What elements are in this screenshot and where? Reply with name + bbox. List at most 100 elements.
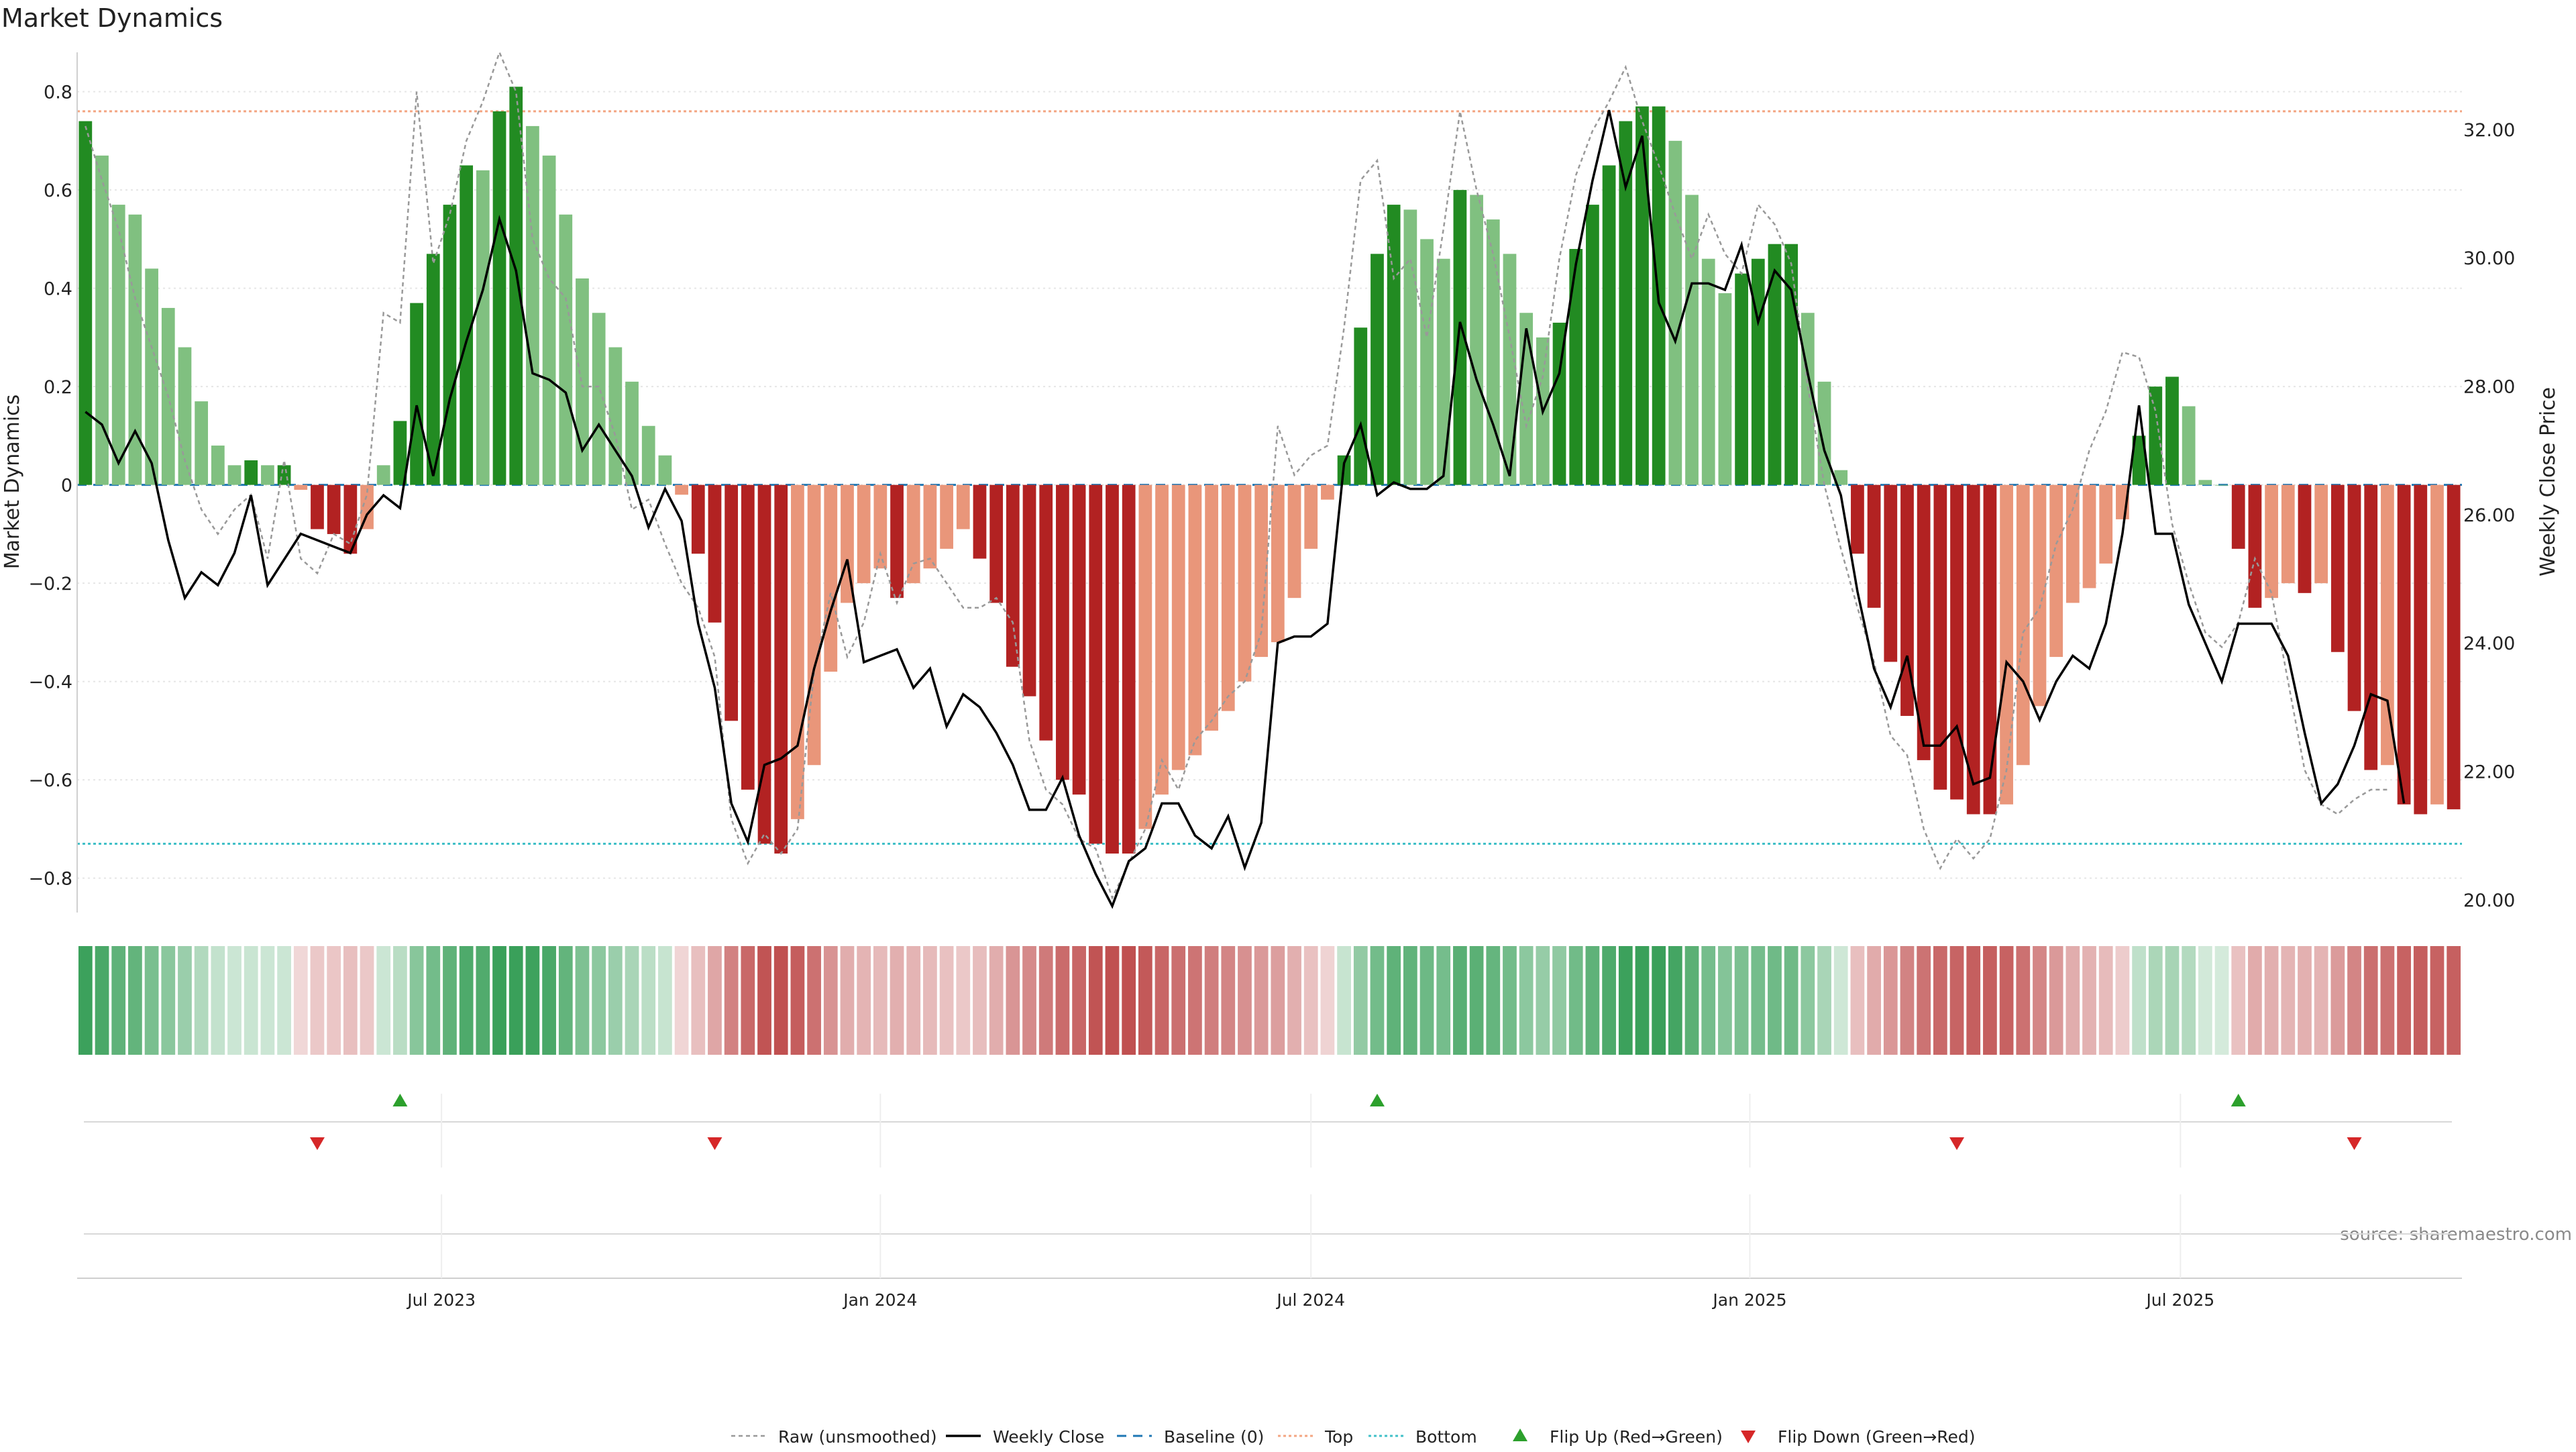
bar xyxy=(2314,484,2328,584)
bar xyxy=(128,214,142,485)
strip-cell xyxy=(1585,946,1600,1055)
bar xyxy=(1420,239,1434,485)
strip-cell xyxy=(2380,946,2395,1055)
strip-cell xyxy=(1701,946,1716,1055)
bar xyxy=(857,484,871,584)
strip-cell xyxy=(1519,946,1534,1055)
strip-cell xyxy=(1486,946,1501,1055)
bar xyxy=(559,214,573,485)
flip-up-marker xyxy=(1369,1094,1385,1106)
strip-cell xyxy=(691,946,706,1055)
x-tick-label: Jul 2023 xyxy=(406,1290,476,1310)
strip-cell xyxy=(360,946,374,1055)
strip-cell xyxy=(409,946,424,1055)
flip-down-marker xyxy=(707,1137,722,1150)
bar xyxy=(1602,165,1616,485)
bar xyxy=(641,425,655,485)
bar xyxy=(625,381,639,485)
bar xyxy=(526,125,539,485)
bar xyxy=(1486,219,1500,485)
bar xyxy=(1205,484,1218,731)
left-tick-label: 0.8 xyxy=(44,83,72,103)
bar xyxy=(1834,470,1848,485)
bar xyxy=(1884,484,1898,662)
bar xyxy=(2381,484,2394,766)
strip-cell xyxy=(1668,946,1682,1055)
bar xyxy=(2215,484,2229,486)
strip-cell xyxy=(492,946,506,1055)
strip-cell xyxy=(1768,946,1782,1055)
strip-cell xyxy=(1552,946,1566,1055)
bar xyxy=(2049,484,2063,658)
strip-cell xyxy=(1949,946,1964,1055)
strip-cell xyxy=(2132,946,2146,1055)
bar xyxy=(1768,244,1782,485)
strip-cell xyxy=(1271,946,1285,1055)
strip-cell xyxy=(1072,946,1086,1055)
bar xyxy=(1569,249,1583,485)
bottom-panel: Jul 2023 Jan 2024 Jul 2024 Jan 2025 Jul 2025 xyxy=(77,1094,2462,1310)
strip-cell xyxy=(873,946,888,1055)
strip-cell xyxy=(558,946,573,1055)
strip-cell xyxy=(128,946,142,1055)
bar xyxy=(542,155,556,485)
right-axis-label: Weekly Close Price xyxy=(2536,387,2560,576)
bar xyxy=(774,484,788,854)
bar xyxy=(2281,484,2295,584)
strip-cell xyxy=(1718,946,1732,1055)
strip-cell xyxy=(2314,946,2328,1055)
strip-cell xyxy=(1652,946,1666,1055)
bar xyxy=(1039,484,1053,741)
bar xyxy=(1122,484,1136,854)
strip-cell xyxy=(608,946,623,1055)
legend-swatch-flip-up xyxy=(1513,1429,1527,1441)
strip-cell xyxy=(1419,946,1434,1055)
bar xyxy=(1006,484,1020,667)
strip-cell xyxy=(476,946,490,1055)
bar xyxy=(1089,484,1103,844)
strip-cell xyxy=(1370,946,1385,1055)
strip-cell xyxy=(1453,946,1467,1055)
x-tick-label: Jul 2024 xyxy=(1275,1290,1345,1310)
legend-label: Bottom xyxy=(1415,1427,1477,1447)
line-series xyxy=(85,50,2406,909)
strip-cell xyxy=(890,946,904,1055)
strip-cell xyxy=(244,946,258,1055)
bar xyxy=(2000,484,2013,805)
bar xyxy=(2430,484,2444,805)
bar xyxy=(1950,484,1964,800)
bar-series xyxy=(78,87,2461,854)
bar xyxy=(890,484,904,599)
strip-cell xyxy=(525,946,540,1055)
strip-cell xyxy=(1254,946,1269,1055)
strip-cell xyxy=(1734,946,1749,1055)
x-tick-label: Jul 2025 xyxy=(2145,1290,2214,1310)
bar xyxy=(2330,484,2345,652)
strip-cell xyxy=(1850,946,1865,1055)
strip-cell xyxy=(956,946,971,1055)
grid-lines xyxy=(77,91,2462,879)
bar xyxy=(592,313,606,485)
strip-cell xyxy=(2430,946,2445,1055)
strip-cell xyxy=(840,946,855,1055)
bar xyxy=(2248,484,2262,608)
bar xyxy=(1635,106,1649,485)
bar xyxy=(261,465,274,485)
strip-cell xyxy=(1635,946,1650,1055)
bar xyxy=(1735,273,1748,485)
strip-cell xyxy=(1171,946,1186,1055)
color-strip xyxy=(78,946,2461,1055)
bar xyxy=(410,303,423,485)
strip-cell xyxy=(1833,946,1848,1055)
bar xyxy=(675,484,688,495)
bar xyxy=(2165,376,2179,485)
bar xyxy=(393,421,407,485)
strip-cell xyxy=(2165,946,2180,1055)
strip-cell xyxy=(1022,946,1036,1055)
bar xyxy=(1917,484,1931,760)
strip-cell xyxy=(773,946,788,1055)
bar xyxy=(360,484,374,529)
strip-cell xyxy=(1469,946,1484,1055)
strip-cell xyxy=(1817,946,1831,1055)
bar xyxy=(923,484,937,569)
